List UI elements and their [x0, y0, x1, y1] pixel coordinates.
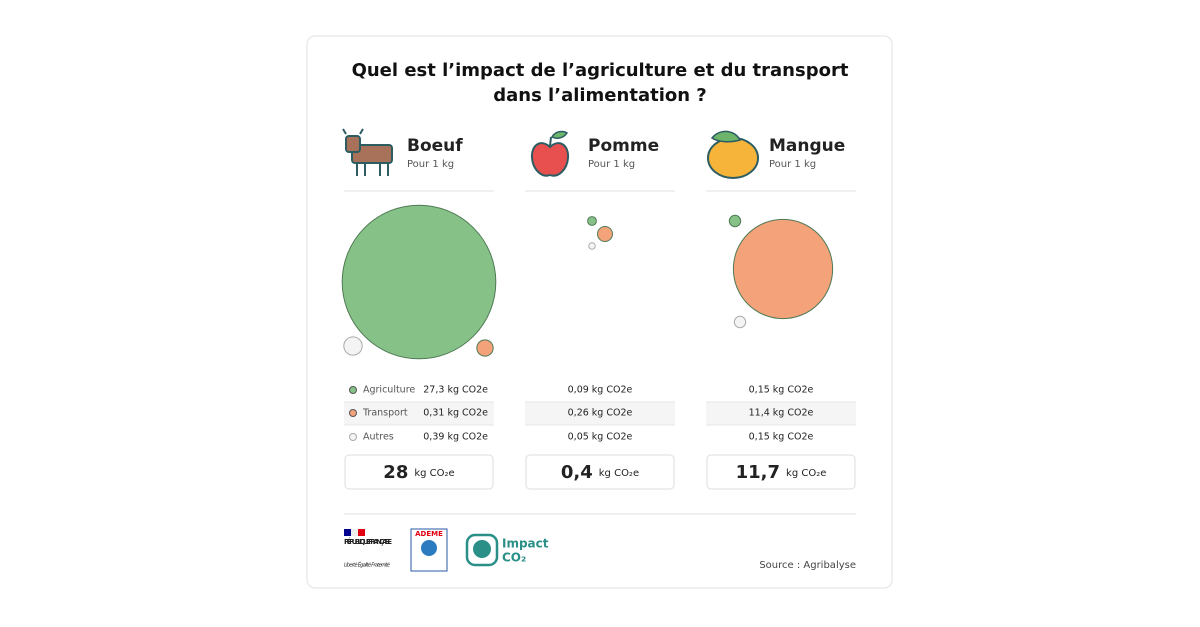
impact-text: Impact	[502, 537, 549, 551]
title: Quel est l’impact de l’agriculture et du…	[351, 60, 849, 106]
apple-icon	[530, 130, 570, 177]
value-label: 27,3 kg CO2e	[423, 385, 488, 396]
item-name: Boeuf	[407, 136, 463, 156]
total-value: 0,4	[561, 462, 593, 483]
legend-label: Autres	[363, 432, 394, 443]
item-subtitle: Pour 1 kg	[407, 159, 454, 170]
total-value: 11,7	[736, 462, 780, 483]
total-unit: kg CO₂e	[786, 468, 826, 479]
item-subtitle: Pour 1 kg	[588, 159, 635, 170]
total-box	[706, 454, 856, 490]
devise-text: Liberté Égalité Fraternité	[344, 561, 390, 569]
legend-dot	[349, 386, 357, 394]
row-bg	[344, 402, 494, 425]
item-name: Mangue	[769, 136, 845, 156]
mango-icon	[707, 130, 759, 179]
bubble	[587, 216, 597, 226]
value-label: 0,26 kg CO2e	[568, 408, 633, 419]
bubble	[341, 204, 497, 360]
bubble	[476, 339, 494, 357]
source: Source : Agribalyse	[759, 560, 856, 571]
total-value: 28	[383, 462, 408, 483]
value-label: 0,09 kg CO2e	[568, 385, 633, 396]
republique-text: RÉPUBLIQUE FRANÇAISE	[344, 537, 392, 546]
value-label: 0,15 kg CO2e	[749, 385, 814, 396]
total-box	[344, 454, 494, 490]
item-subtitle: Pour 1 kg	[769, 159, 816, 170]
bubble	[588, 242, 596, 250]
item-name: Pomme	[588, 136, 659, 156]
bubble	[733, 315, 747, 329]
value-label: 11,4 kg CO2e	[749, 408, 814, 419]
total: 11,7 kg CO₂e	[736, 462, 827, 483]
ademe-text: ADEME	[415, 530, 443, 538]
total-box	[525, 454, 675, 490]
legend-dot	[349, 409, 357, 417]
total-unit: kg CO₂e	[599, 468, 639, 479]
bubble	[728, 214, 742, 228]
value-label: 0,15 kg CO2e	[749, 432, 814, 443]
value-label: 0,31 kg CO2e	[423, 408, 488, 419]
value-label: 0,39 kg CO2e	[423, 432, 488, 443]
legend-label: Transport	[362, 408, 408, 419]
total: 28 kg CO₂e	[383, 462, 454, 483]
row-bg	[706, 402, 856, 425]
value-label: 0,05 kg CO2e	[568, 432, 633, 443]
impact-co2-logo: Impact CO₂	[465, 533, 549, 567]
ademe-logo: ADEME	[410, 528, 448, 572]
bubble	[597, 226, 613, 242]
republique-logo: RÉPUBLIQUE FRANÇAISE Liberté Égalité Fra…	[344, 529, 392, 569]
total-unit: kg CO₂e	[414, 468, 454, 479]
cow-icon	[342, 128, 393, 176]
co2-text: CO₂	[502, 551, 526, 565]
total: 0,4 kg CO₂e	[561, 462, 639, 483]
legend-label: Agriculture	[363, 385, 415, 396]
bubble	[732, 218, 834, 320]
row-bg	[525, 402, 675, 425]
legend-dot	[349, 433, 357, 441]
bubble	[343, 336, 363, 356]
